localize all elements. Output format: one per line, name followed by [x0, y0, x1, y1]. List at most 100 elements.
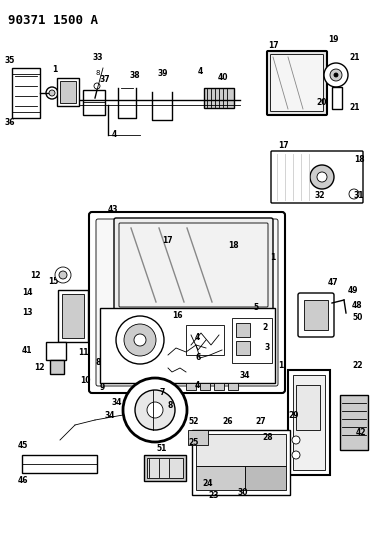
Text: 43: 43 [108, 205, 118, 214]
Circle shape [317, 172, 327, 182]
Text: 18: 18 [354, 155, 365, 164]
Text: 52: 52 [188, 417, 198, 426]
Text: 90371 1500 A: 90371 1500 A [8, 14, 98, 27]
Bar [192, 430, 290, 495]
Text: 1: 1 [52, 65, 57, 74]
Bar [60, 81, 76, 103]
Bar [46, 342, 66, 360]
Bar [100, 308, 275, 383]
Text: 14: 14 [22, 288, 32, 297]
Circle shape [116, 316, 164, 364]
Text: 39: 39 [158, 69, 169, 78]
Bar [186, 383, 196, 390]
Bar [62, 294, 84, 338]
Bar [204, 88, 234, 108]
Text: 4: 4 [112, 130, 117, 139]
Text: 23: 23 [208, 491, 219, 500]
Circle shape [292, 436, 300, 444]
Text: 4: 4 [198, 67, 203, 76]
Text: 45: 45 [18, 441, 29, 450]
Bar [196, 466, 245, 490]
Text: 1: 1 [270, 253, 275, 262]
Text: 21: 21 [349, 53, 359, 62]
Bar [340, 395, 368, 450]
Text: 13: 13 [22, 308, 32, 317]
Bar [144, 455, 186, 481]
Bar [232, 318, 272, 363]
Text: 9: 9 [100, 383, 105, 392]
Bar [304, 300, 328, 330]
FancyBboxPatch shape [298, 293, 334, 337]
Text: 4: 4 [195, 381, 200, 390]
Bar [332, 87, 342, 109]
Text: 34: 34 [240, 371, 251, 380]
FancyBboxPatch shape [89, 212, 285, 393]
Circle shape [123, 378, 187, 442]
Text: 17: 17 [278, 141, 289, 150]
Circle shape [124, 324, 156, 356]
Text: 38: 38 [130, 71, 141, 80]
Bar [288, 370, 330, 475]
Bar [296, 385, 320, 430]
Text: 17: 17 [268, 41, 279, 50]
Text: 11: 11 [78, 348, 88, 357]
Circle shape [334, 73, 338, 77]
Bar [147, 458, 183, 478]
Circle shape [147, 402, 163, 418]
Bar [200, 383, 210, 390]
Text: 1: 1 [278, 361, 283, 370]
Bar [228, 383, 238, 390]
Text: 7: 7 [160, 388, 165, 397]
Circle shape [310, 165, 334, 189]
Text: 28: 28 [262, 433, 273, 442]
Bar [245, 466, 286, 490]
Text: 12: 12 [34, 363, 45, 372]
Text: 24: 24 [202, 479, 212, 488]
Text: 16: 16 [172, 311, 183, 320]
Text: 40: 40 [218, 73, 228, 82]
Bar [188, 430, 208, 445]
Text: 47: 47 [328, 278, 339, 287]
Bar [83, 90, 105, 115]
Circle shape [134, 334, 146, 346]
Circle shape [292, 451, 300, 459]
Text: 44: 44 [164, 393, 174, 402]
Circle shape [46, 87, 58, 99]
Circle shape [330, 69, 342, 81]
Bar [293, 375, 325, 470]
Bar [214, 383, 224, 390]
Text: 21: 21 [349, 103, 359, 112]
Circle shape [55, 267, 71, 283]
Text: 49: 49 [348, 286, 359, 295]
Text: 50: 50 [352, 313, 362, 322]
Text: 32: 32 [315, 191, 325, 200]
Bar [58, 290, 88, 342]
Text: 51: 51 [156, 444, 167, 453]
Circle shape [94, 83, 100, 89]
Circle shape [349, 189, 359, 199]
Text: 36: 36 [5, 118, 16, 127]
Text: 30: 30 [238, 488, 249, 497]
Text: 48: 48 [352, 301, 362, 310]
Text: 35: 35 [5, 56, 15, 65]
Circle shape [59, 271, 67, 279]
Bar [12, 68, 40, 118]
Text: 8: 8 [168, 401, 173, 410]
Text: 8: 8 [95, 358, 100, 367]
Text: 17: 17 [162, 236, 172, 245]
Text: 31: 31 [354, 191, 364, 200]
FancyBboxPatch shape [96, 219, 278, 386]
Bar [186, 325, 224, 355]
FancyBboxPatch shape [114, 218, 273, 312]
Circle shape [135, 390, 175, 430]
Text: 34: 34 [105, 411, 115, 420]
Circle shape [324, 63, 348, 87]
Text: 6: 6 [195, 353, 200, 362]
Bar [196, 434, 286, 466]
FancyBboxPatch shape [271, 151, 363, 203]
Text: 4: 4 [195, 333, 200, 342]
FancyBboxPatch shape [271, 54, 323, 111]
FancyBboxPatch shape [267, 51, 327, 115]
Bar [236, 323, 250, 337]
Bar [57, 78, 79, 106]
